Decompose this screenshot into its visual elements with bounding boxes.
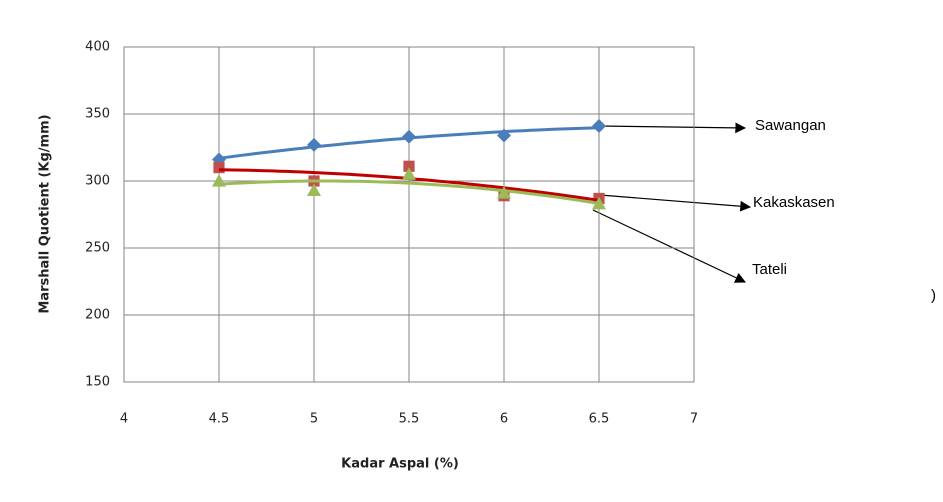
y-tick-label: 350 (85, 107, 110, 122)
y-tick-label: 250 (85, 241, 110, 256)
y-tick-label: 400 (85, 40, 110, 55)
series-label: Tateli (752, 261, 787, 278)
y-axis-title: Marshall Quotient (Kg/mm) (38, 114, 53, 313)
data-point (592, 119, 606, 134)
x-tick-label: 4.5 (209, 412, 230, 427)
y-tick-label: 200 (85, 308, 110, 323)
data-point (403, 160, 415, 172)
data-point (402, 167, 416, 180)
arrow (592, 209, 746, 283)
x-tick-label: 6 (500, 412, 508, 427)
data-point (497, 186, 511, 199)
arrow (599, 194, 752, 212)
series-label: Kakaskasen (753, 194, 835, 211)
plot-border (123, 46, 695, 383)
trendline (218, 179, 600, 205)
x-tick-label: 5 (310, 412, 318, 427)
data-point (307, 183, 321, 196)
y-tick-label: 150 (85, 375, 110, 390)
arrow (599, 122, 747, 134)
series-label: Sawangan (755, 117, 826, 134)
x-tick-label: 5.5 (399, 412, 420, 427)
trendline (218, 126, 600, 160)
x-tick-label: 6.5 (589, 412, 610, 427)
data-point (307, 137, 321, 152)
x-tick-label: 4 (120, 412, 128, 427)
annotation: ) (931, 287, 936, 304)
data-point (213, 162, 225, 174)
x-tick-label: 7 (690, 412, 698, 427)
y-tick-label: 300 (85, 174, 110, 189)
x-axis-title: Kadar Aspal (%) (341, 457, 459, 472)
